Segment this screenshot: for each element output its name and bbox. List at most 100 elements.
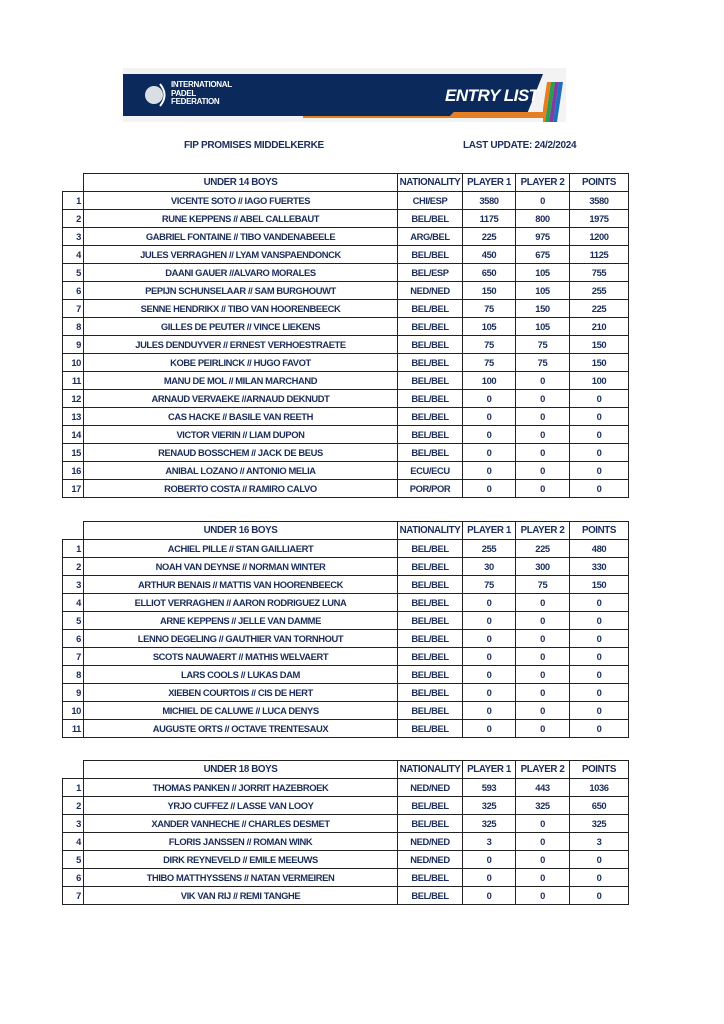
total-points-cell: 1036	[569, 778, 629, 797]
player1-points-cell: 0	[462, 611, 516, 630]
table-row: 5 DIRK REYNEVELD // EMILE MEEUWS NED/NED 0 0…	[62, 850, 629, 869]
rank-cell: 4	[62, 832, 84, 851]
rank-cell: 8	[62, 317, 84, 336]
total-points-cell: 325	[569, 814, 629, 833]
nationality-cell: BEL/BEL	[397, 353, 463, 372]
table-row: 2 NOAH VAN DEYNSE // NORMAN WINTER BEL/BEL…	[62, 557, 629, 576]
points-header: POINTS	[569, 521, 629, 540]
total-points-cell: 0	[569, 701, 629, 720]
player2-points-cell: 0	[515, 886, 570, 905]
total-points-cell: 0	[569, 647, 629, 666]
team-cell: JULES DENDUYVER // ERNEST VERHOESTRAETE	[83, 335, 398, 354]
nationality-cell: NED/NED	[397, 281, 463, 300]
player1-points-cell: 225	[462, 227, 516, 246]
player1-points-cell: 0	[462, 593, 516, 612]
nationality-cell: BEL/BEL	[397, 443, 463, 462]
player1-points-cell: 0	[462, 389, 516, 408]
team-cell: YRJO CUFFEZ // LASSE VAN LOOY	[83, 796, 398, 815]
total-points-cell: 650	[569, 796, 629, 815]
nationality-cell: BEL/BEL	[397, 665, 463, 684]
player2-points-cell: 0	[515, 719, 570, 738]
team-cell: LENNO DEGELING // GAUTHIER VAN TORNHOUT	[83, 629, 398, 648]
total-points-cell: 255	[569, 281, 629, 300]
team-cell: VICENTE SOTO // IAGO FUERTES	[83, 191, 398, 210]
team-cell: SCOTS NAUWAERT // MATHIS WELVAERT	[83, 647, 398, 666]
rank-cell: 12	[62, 389, 84, 408]
total-points-cell: 0	[569, 719, 629, 738]
category-header: UNDER 14 BOYS	[83, 173, 398, 192]
table-row: 10 MICHIEL DE CALUWE // LUCA DENYS BEL/BEL…	[62, 701, 629, 720]
total-points-cell: 480	[569, 539, 629, 558]
player1-points-cell: 325	[462, 814, 516, 833]
rank-cell: 3	[62, 575, 84, 594]
total-points-cell: 3580	[569, 191, 629, 210]
rank-cell: 4	[62, 593, 84, 612]
player2-points-cell: 325	[515, 796, 570, 815]
player1-points-cell: 650	[462, 263, 516, 282]
total-points-cell: 3	[569, 832, 629, 851]
player1-points-cell: 0	[462, 479, 516, 498]
table-row: 14 VICTOR VIERIN // LIAM DUPON BEL/BEL 0 0 0	[62, 425, 629, 444]
nationality-cell: BEL/BEL	[397, 317, 463, 336]
table-header: UNDER 14 BOYS NATIONALITY PLAYER 1 PLAYE…	[62, 173, 629, 192]
team-cell: PEPIJN SCHUNSELAAR // SAM BURGHOUWT	[83, 281, 398, 300]
table-row: 17 ROBERTO COSTA // RAMIRO CALVO POR/POR 0 0…	[62, 479, 629, 498]
player2-points-cell: 105	[515, 281, 570, 300]
player2-points-cell: 0	[515, 832, 570, 851]
table-row: 6 PEPIJN SCHUNSELAAR // SAM BURGHOUWT NED/…	[62, 281, 629, 300]
nationality-cell: BEL/BEL	[397, 611, 463, 630]
total-points-cell: 755	[569, 263, 629, 282]
table-row: 7 VIK VAN RIJ // REMI TANGHE BEL/BEL 0 0 0	[62, 886, 629, 905]
team-cell: THOMAS PANKEN // JORRIT HAZEBROEK	[83, 778, 398, 797]
table-row: 9 XIEBEN COURTOIS // CIS DE HERT BEL/BEL 0 0…	[62, 683, 629, 702]
total-points-cell: 1125	[569, 245, 629, 264]
team-cell: VICTOR VIERIN // LIAM DUPON	[83, 425, 398, 444]
table-row: 13 CAS HACKE // BASILE VAN REETH BEL/BEL 0 0…	[62, 407, 629, 426]
entry-table: UNDER 18 BOYS NATIONALITY PLAYER 1 PLAYE…	[62, 760, 629, 905]
color-stripes-decoration	[543, 82, 563, 122]
rank-cell: 15	[62, 443, 84, 462]
rank-cell: 14	[62, 425, 84, 444]
nationality-cell: BEL/BEL	[397, 886, 463, 905]
team-cell: SENNE HENDRIKX // TIBO VAN HOORENBEECK	[83, 299, 398, 318]
rank-cell: 10	[62, 701, 84, 720]
rank-cell: 5	[62, 611, 84, 630]
table-row: 1 ACHIEL PILLE // STAN GAILLIAERT BEL/BEL 2…	[62, 539, 629, 558]
nationality-cell: BEL/BEL	[397, 371, 463, 390]
nationality-cell: BEL/BEL	[397, 557, 463, 576]
header-banner: INTERNATIONAL PADEL FEDERATION ENTRY LIS…	[123, 68, 566, 122]
team-cell: LARS COOLS // LUKAS DAM	[83, 665, 398, 684]
table-row: 10 KOBE PEIRLINCK // HUGO FAVOT BEL/BEL 75 7…	[62, 353, 629, 372]
player2-points-cell: 0	[515, 461, 570, 480]
total-points-cell: 0	[569, 389, 629, 408]
table-row: 1 THOMAS PANKEN // JORRIT HAZEBROEK NED/NE…	[62, 778, 629, 797]
player1-points-cell: 0	[462, 461, 516, 480]
nationality-cell: BEL/BEL	[397, 719, 463, 738]
nationality-cell: BEL/BEL	[397, 683, 463, 702]
table-row: 9 JULES DENDUYVER // ERNEST VERHOESTRAETE…	[62, 335, 629, 354]
nationality-cell: ARG/BEL	[397, 227, 463, 246]
table-row: 5 ARNE KEPPENS // JELLE VAN DAMME BEL/BEL 0…	[62, 611, 629, 630]
player2-points-cell: 0	[515, 479, 570, 498]
team-cell: JULES VERRAGHEN // LYAM VANSPAENDONCK	[83, 245, 398, 264]
player2-points-cell: 0	[515, 593, 570, 612]
team-cell: ARNE KEPPENS // JELLE VAN DAMME	[83, 611, 398, 630]
player1-points-cell: 0	[462, 407, 516, 426]
rank-cell: 4	[62, 245, 84, 264]
player1-points-cell: 0	[462, 443, 516, 462]
player2-points-cell: 75	[515, 335, 570, 354]
nationality-cell: BEL/BEL	[397, 209, 463, 228]
total-points-cell: 0	[569, 593, 629, 612]
nationality-cell: NED/NED	[397, 850, 463, 869]
accent-line	[303, 116, 543, 118]
player1-points-cell: 450	[462, 245, 516, 264]
rank-cell: 17	[62, 479, 84, 498]
table-row: 11 AUGUSTE ORTS // OCTAVE TRENTESAUX BEL/B…	[62, 719, 629, 738]
player2-points-cell: 0	[515, 611, 570, 630]
total-points-cell: 0	[569, 407, 629, 426]
nationality-cell: ECU/ECU	[397, 461, 463, 480]
table-row: 16 ANIBAL LOZANO // ANTONIO MELIA ECU/ECU 0…	[62, 461, 629, 480]
total-points-cell: 0	[569, 425, 629, 444]
team-cell: ANIBAL LOZANO // ANTONIO MELIA	[83, 461, 398, 480]
table-row: 8 GILLES DE PEUTER // VINCE LIEKENS BEL/BE…	[62, 317, 629, 336]
